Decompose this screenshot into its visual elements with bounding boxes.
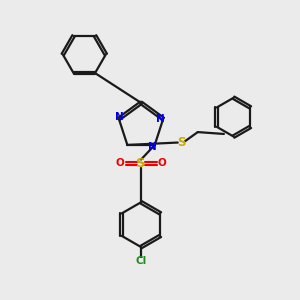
Text: N: N	[115, 112, 124, 122]
Text: O: O	[158, 158, 166, 168]
Text: N: N	[156, 114, 165, 124]
Text: S: S	[177, 136, 186, 149]
Text: S: S	[136, 157, 146, 170]
Text: O: O	[116, 158, 124, 168]
Text: N: N	[148, 142, 157, 152]
Text: Cl: Cl	[135, 256, 147, 266]
